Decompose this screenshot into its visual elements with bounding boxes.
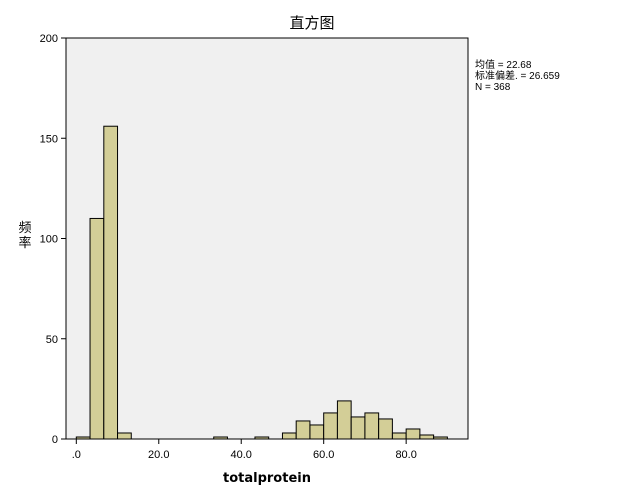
y-tick-label-2: 100: [40, 234, 58, 246]
histogram-bar-15: [405, 428, 421, 440]
y-axis: 0 50 100 150 200: [40, 33, 66, 446]
x-tick-label-2: 40.0: [231, 449, 252, 461]
y-tick-label-0: 0: [52, 434, 58, 446]
y-tick-label-4: 200: [40, 33, 58, 45]
histogram-bar-11: [350, 416, 366, 440]
histogram-bar-9: [323, 412, 338, 440]
x-tick-label-4: 80.0: [395, 449, 416, 461]
histogram-bar-6: [281, 432, 297, 440]
x-tick-label-3: 60.0: [313, 449, 334, 461]
y-axis-label: 频率: [18, 221, 31, 251]
stats-mean: 均值 = 22.68: [475, 58, 532, 71]
histogram-bar-17: [433, 436, 448, 440]
stats-std: 标准偏差. = 26.659: [475, 69, 560, 82]
histogram-bar-14: [391, 432, 407, 440]
stats-box: 均值 = 22.68 标准偏差. = 26.659 N = 368: [475, 58, 560, 93]
x-axis: .0 20.0 40.0 60.0 80.0: [72, 439, 417, 461]
stats-n: N = 368: [475, 82, 511, 93]
chart-title: 直方图: [289, 14, 334, 32]
bars-group: [75, 125, 448, 440]
histogram-bar-5: [254, 436, 270, 440]
histogram-bar-12: [364, 412, 380, 440]
histogram-bar-1: [89, 217, 105, 440]
x-axis-label: totalprotein: [223, 471, 311, 486]
histogram-bar-4: [213, 436, 228, 440]
histogram-bar-13: [378, 418, 393, 440]
x-tick-label-1: 20.0: [148, 449, 169, 461]
histogram-bar-0: [75, 436, 91, 440]
histogram-bar-10: [336, 400, 352, 440]
histogram-bar-2: [103, 125, 119, 440]
histogram-bar-8: [309, 424, 325, 440]
histogram-bar-3: [117, 432, 132, 440]
y-tick-label-1: 50: [46, 334, 58, 346]
y-tick-label-3: 150: [40, 133, 58, 145]
plot-area: [65, 37, 469, 440]
histogram-bar-7: [295, 420, 311, 440]
histogram-bar-16: [419, 434, 435, 440]
x-tick-label-0: .0: [72, 449, 81, 461]
